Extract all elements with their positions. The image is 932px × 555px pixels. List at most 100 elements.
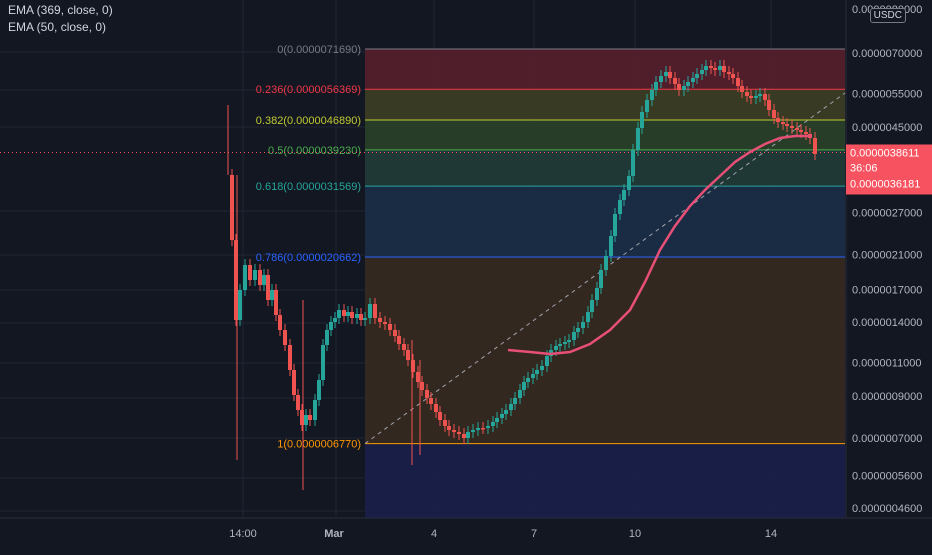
time-axis-label: 14: [765, 528, 777, 540]
currency-badge[interactable]: USDC: [869, 8, 906, 23]
candle: [420, 376, 424, 396]
indicator-legend: EMA (369, close, 0) EMA (50, close, 0): [8, 2, 113, 36]
candle: [434, 398, 438, 418]
candle-body: [329, 322, 333, 330]
candle-body: [274, 290, 278, 315]
candle-body: [262, 275, 266, 285]
fib-level-label: 0.786(0.0000020662): [256, 252, 361, 264]
candle-body: [500, 414, 504, 418]
price-tag-price: 0.0000038611: [850, 147, 920, 159]
candle-body: [727, 72, 731, 74]
price-tag-box: [846, 144, 932, 195]
candle-body: [767, 100, 771, 110]
candle-body: [563, 342, 567, 344]
candle: [677, 78, 681, 96]
candle: [296, 389, 300, 416]
candle: [406, 344, 410, 366]
candle: [333, 312, 337, 328]
candle: [590, 294, 594, 318]
candle-body: [622, 190, 626, 200]
candle-body: [509, 404, 513, 410]
price-axis-label: 0.0000011000: [852, 357, 922, 369]
candle-body: [554, 346, 558, 350]
candle: [238, 284, 242, 326]
candle-body: [531, 374, 535, 378]
candle: [718, 60, 722, 76]
candle: [457, 426, 461, 440]
candle: [650, 84, 654, 106]
candle: [709, 60, 713, 74]
time-axis-label: 14:00: [229, 528, 257, 540]
candle-body: [700, 70, 704, 74]
candle: [262, 269, 266, 291]
candle-body: [486, 426, 490, 428]
candle-body: [425, 390, 429, 398]
candle: [452, 424, 456, 438]
price-axis-label: 0.0000017000: [852, 285, 922, 297]
candle: [491, 416, 495, 432]
candle: [522, 376, 526, 396]
price-axis-label: 0.0000070000: [852, 48, 922, 60]
candle: [243, 259, 247, 296]
candle-body: [540, 366, 544, 370]
candle: [713, 62, 717, 76]
candle-body: [342, 310, 346, 316]
candle: [627, 170, 631, 196]
candle: [540, 360, 544, 376]
candle: [622, 184, 626, 206]
candle-body: [447, 426, 451, 430]
candle-body: [590, 300, 594, 312]
candle-body: [645, 100, 649, 112]
candle: [481, 422, 485, 434]
fib-band: [365, 149, 845, 187]
candle-body: [640, 112, 644, 128]
candle-body: [266, 275, 270, 300]
candle-body: [545, 356, 549, 366]
candle: [581, 316, 585, 334]
candle-body: [535, 370, 539, 374]
candle: [526, 372, 530, 388]
candle-body: [373, 304, 377, 318]
fib-level-label: 0.618(0.0000031569): [256, 181, 361, 193]
candle-body: [230, 175, 234, 240]
candle: [288, 339, 292, 376]
candle: [304, 409, 308, 431]
price-tag-countdown: 36:06: [850, 162, 878, 174]
indicator-ema-50[interactable]: EMA (50, close, 0): [8, 20, 107, 34]
candle: [230, 169, 234, 246]
fib-band: [365, 257, 845, 444]
price-axis: 0.00000800000.00000700000.00000550000.00…: [845, 0, 932, 518]
candle: [393, 324, 397, 342]
candle: [749, 90, 753, 104]
time-axis-label: 7: [531, 528, 537, 540]
candle: [363, 312, 367, 326]
candle-body: [763, 94, 767, 100]
candle-body: [781, 122, 785, 124]
candle: [383, 316, 387, 330]
candle-body: [668, 72, 672, 78]
candle: [283, 324, 287, 351]
indicator-ema-369[interactable]: EMA (369, close, 0): [8, 3, 113, 17]
fib-level-label: 1(0.0000006770): [277, 439, 361, 451]
candle: [727, 66, 731, 80]
price-axis-label: 0.0000009000: [852, 391, 922, 403]
candle-body: [604, 256, 608, 270]
time-axis-label: 10: [629, 528, 641, 540]
candle-body: [799, 130, 803, 132]
candle-body: [350, 312, 354, 318]
candle-body: [586, 312, 590, 322]
candle: [645, 94, 649, 118]
price-tag: 0.0000038611 36:06 0.0000036181: [846, 144, 932, 195]
price-axis-label: 0.0000055000: [852, 88, 922, 100]
fib-level-label: 0(0.0000071690): [277, 44, 361, 56]
price-axis-label: 0.0000014000: [852, 317, 922, 329]
candle: [731, 68, 735, 84]
candle-body: [636, 128, 640, 150]
candle-body: [243, 265, 247, 290]
candle: [599, 264, 603, 294]
candle: [325, 324, 329, 351]
candle: [740, 80, 744, 98]
candle: [686, 76, 690, 92]
